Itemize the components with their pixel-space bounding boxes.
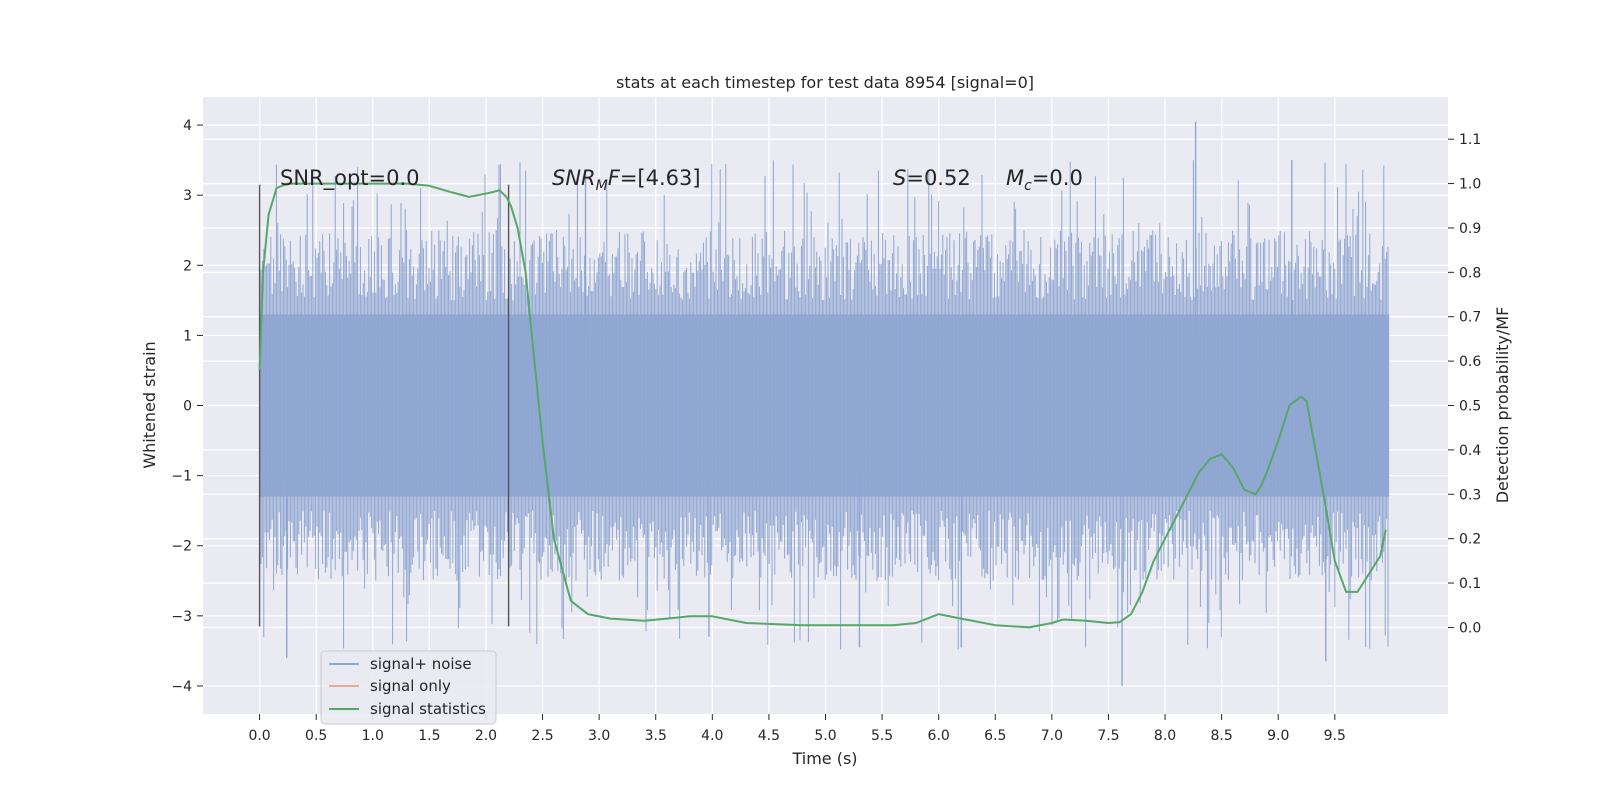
y-right-tick-label: 0.5 <box>1459 399 1481 415</box>
x-tick-label: 4.5 <box>758 728 780 744</box>
y-left-axis-ticks: 4 3 2 1 0 −1 −2 −3 −4 <box>171 118 203 695</box>
y-left-tick-label: 3 <box>183 188 192 204</box>
x-tick-label: 1.5 <box>418 728 440 744</box>
x-tick-label: 8.0 <box>1154 728 1176 744</box>
y-right-axis-ticks: 0.0 0.1 0.2 0.3 0.4 0.5 0.6 0.7 0.8 0.9 1.0 1.1 <box>1448 132 1481 636</box>
x-tick-label: 8.5 <box>1211 728 1233 744</box>
x-tick-label: 7.5 <box>1097 728 1119 744</box>
y-right-tick-label: 0.4 <box>1459 443 1481 459</box>
x-tick-label: 0.0 <box>248 728 270 744</box>
signal-noise-series <box>259 121 1390 686</box>
x-tick-label: 9.5 <box>1324 728 1346 744</box>
mc-name: M <box>1006 166 1024 190</box>
signal-statistics-series <box>258 182 1387 629</box>
y-left-tick-label: 0 <box>183 399 192 415</box>
x-tick-label: 5.0 <box>814 728 836 744</box>
y-right-tick-label: 0.6 <box>1459 354 1481 370</box>
y-right-axis-label: Detection probability/MF <box>1493 307 1512 504</box>
y-left-tick-label: 2 <box>183 258 192 274</box>
y-right-tick-label: 1.1 <box>1459 132 1481 148</box>
legend: signal+ noise signal only signal statist… <box>320 650 497 725</box>
y-left-axis-label: Whitened strain <box>140 341 159 468</box>
y-right-tick-label: 0.1 <box>1459 576 1481 592</box>
x-tick-label: 6.5 <box>984 728 1006 744</box>
x-tick-label: 6.0 <box>928 728 950 744</box>
mc-subscript: c <box>1024 178 1032 194</box>
annotations: SNR_opt=0.0 SNRMF=[4.63] S=0.52 Mc=0.0 <box>280 166 1083 194</box>
x-tick-label: 3.0 <box>588 728 610 744</box>
snr-opt-annotation: SNR_opt=0.0 <box>280 166 420 191</box>
chart-title: stats at each timestep for test data 895… <box>616 73 1034 92</box>
s-annotation: S=0.52 <box>893 166 971 190</box>
y-right-tick-label: 0.7 <box>1459 310 1481 326</box>
y-left-tick-label: −1 <box>171 469 192 485</box>
x-tick-label: 9.0 <box>1267 728 1289 744</box>
y-right-tick-label: 0.2 <box>1459 532 1481 548</box>
snr-mf-name: SNR <box>552 166 596 190</box>
y-right-tick-label: 0.8 <box>1459 265 1481 281</box>
s-value: =0.52 <box>906 166 970 190</box>
snr-mf-rest: F <box>608 166 621 190</box>
y-right-tick-label: 1.0 <box>1459 177 1481 193</box>
x-tick-label: 0.5 <box>305 728 327 744</box>
s-name: S <box>893 166 906 190</box>
x-tick-label: 5.5 <box>871 728 893 744</box>
snr-mf-annotation: SNRMF=[4.63] <box>552 166 701 194</box>
vertical-markers <box>258 184 510 627</box>
y-left-tick-label: 4 <box>183 118 192 134</box>
snr-mf-value: =[4.63] <box>620 166 701 190</box>
signal-statistics-line <box>258 182 1387 629</box>
y-right-tick-label: 0.9 <box>1459 221 1481 237</box>
x-tick-label: 2.0 <box>475 728 497 744</box>
x-tick-label: 7.0 <box>1041 728 1063 744</box>
x-tick-label: 4.0 <box>701 728 723 744</box>
x-axis-label: Time (s) <box>791 749 857 768</box>
mc-annotation: Mc=0.0 <box>1006 166 1083 194</box>
x-tick-label: 3.5 <box>645 728 667 744</box>
y-left-tick-label: −2 <box>171 539 192 555</box>
y-left-tick-label: −4 <box>171 679 192 695</box>
x-axis-ticks: 0.0 0.5 1.0 1.5 2.0 2.5 3.0 3.5 4.0 4.5 5.0 5.5 6.0 6… <box>248 714 1346 744</box>
snr-mf-subscript: M <box>596 178 608 194</box>
mc-value: =0.0 <box>1032 166 1083 190</box>
legend-label-signal-only: signal only <box>370 677 451 695</box>
x-tick-label: 1.0 <box>362 728 384 744</box>
y-left-tick-label: 1 <box>183 328 192 344</box>
y-right-tick-label: 0.0 <box>1459 620 1481 636</box>
legend-box <box>320 650 497 725</box>
legend-label-signal-statistics: signal statistics <box>370 700 486 718</box>
y-left-tick-label: −3 <box>171 609 192 625</box>
y-right-tick-label: 0.3 <box>1459 487 1481 503</box>
legend-label-signal-noise: signal+ noise <box>370 655 472 673</box>
x-tick-label: 2.5 <box>531 728 553 744</box>
